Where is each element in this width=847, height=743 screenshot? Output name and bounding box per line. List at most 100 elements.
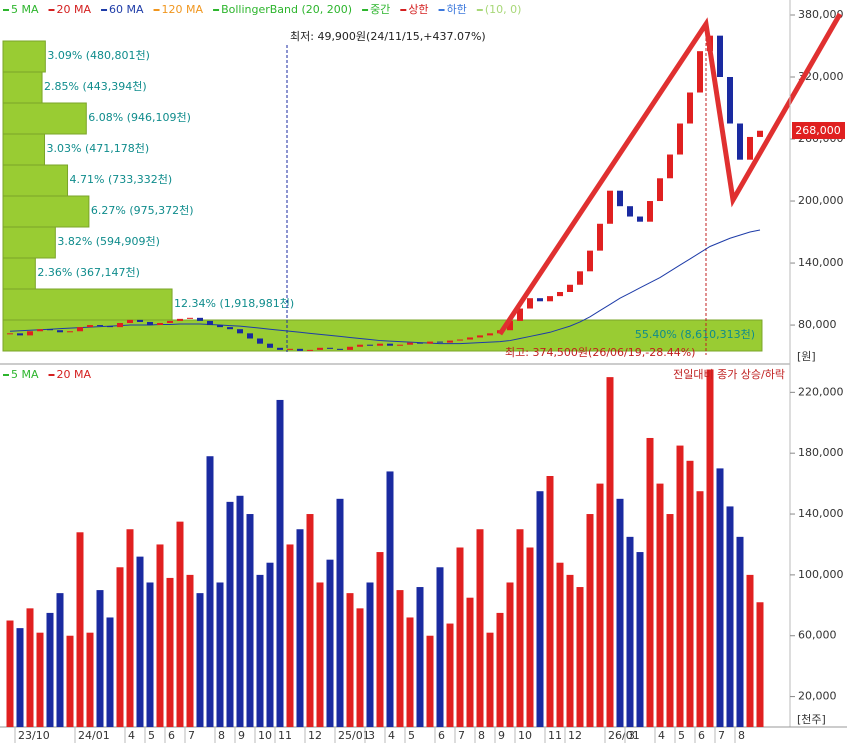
candle	[347, 346, 353, 350]
profile-label: 4.71% (733,332천)	[70, 172, 173, 186]
x-tick-label: 23/10	[18, 729, 50, 742]
candle	[17, 333, 23, 336]
profile-label: 2.36% (367,147천)	[37, 265, 140, 279]
volume-bar	[206, 456, 214, 727]
y-tick-label: 80,000	[798, 318, 837, 331]
candle	[367, 344, 373, 346]
candle	[407, 342, 413, 345]
candle	[167, 320, 173, 323]
legend-label: BollingerBand (20, 200)	[221, 3, 352, 16]
candle	[577, 271, 583, 285]
volume-bar	[486, 632, 494, 727]
volume-bar	[706, 369, 714, 727]
candle	[317, 347, 323, 350]
x-tick-label: 4	[388, 729, 395, 742]
y-tick-label: 320,000	[798, 70, 844, 83]
volume-bar	[546, 476, 554, 727]
volume-bar	[466, 597, 474, 727]
x-tick-label: 7	[188, 729, 195, 742]
x-tick-label: 25/01	[338, 729, 370, 742]
x-tick-label: 9	[238, 729, 245, 742]
y-tick-label: 140,000	[798, 256, 844, 269]
volume-bar	[756, 602, 764, 727]
price-unit: [원]	[797, 350, 816, 363]
candle	[567, 284, 573, 292]
candle	[237, 329, 243, 334]
volume-bar	[276, 399, 284, 727]
candle	[307, 349, 313, 351]
volume-bar	[666, 514, 674, 727]
candle	[327, 347, 333, 349]
x-tick-label: 7	[718, 729, 725, 742]
x-tick-label: 24/01	[78, 729, 110, 742]
candle	[297, 348, 303, 351]
legend-label: 중간	[370, 3, 390, 16]
volume-bar	[646, 437, 654, 727]
volume-bar	[166, 577, 174, 727]
volume-bar	[376, 552, 384, 727]
volume-bar	[616, 498, 624, 727]
volume-bar	[346, 593, 354, 727]
x-tick-label: 8	[738, 729, 745, 742]
x-tick-label: 12	[308, 729, 322, 742]
volume-unit: [천주]	[797, 712, 826, 726]
candle	[697, 51, 703, 93]
candle	[727, 77, 733, 124]
volume-bar	[96, 590, 104, 727]
volume-bar	[236, 495, 244, 727]
candle	[627, 206, 633, 217]
candle	[217, 325, 223, 328]
x-tick-label: 6	[698, 729, 705, 742]
volume-bar	[106, 617, 114, 727]
candle	[687, 92, 693, 124]
x-tick-label: 5	[148, 729, 155, 742]
legend-label: 하한	[447, 2, 467, 16]
volume-bar	[36, 632, 44, 727]
candle	[287, 348, 293, 350]
volume-bar	[536, 491, 544, 727]
volume-bar	[286, 544, 294, 727]
candle	[537, 298, 543, 302]
volume-bar	[456, 547, 464, 727]
candle	[617, 190, 623, 207]
candle	[227, 327, 233, 330]
volume-bar	[56, 593, 64, 727]
profile-bar	[2, 195, 90, 228]
volume-bar	[26, 608, 34, 727]
candle	[67, 331, 73, 333]
candle	[487, 333, 493, 336]
volume-bar	[416, 587, 424, 727]
volume-bar	[496, 612, 504, 727]
profile-label: 55.40% (8,610,313천)	[635, 327, 755, 341]
last-price: 268,000	[795, 124, 841, 137]
x-tick-label: 6	[438, 729, 445, 742]
legend-label: (10, 0)	[485, 3, 522, 16]
x-tick-label: 26/01	[608, 729, 640, 742]
y-tick-label: 380,000	[798, 8, 844, 21]
x-tick-label: 4	[128, 729, 135, 742]
x-tick-label: 6	[168, 729, 175, 742]
volume-bar	[626, 536, 634, 727]
ma-line	[9, 229, 761, 345]
volume-bar	[396, 590, 404, 727]
legend-label: 5 MA	[11, 3, 39, 16]
candle	[467, 337, 473, 340]
volume-bar	[266, 562, 274, 727]
candle	[87, 325, 93, 328]
candle	[557, 291, 563, 297]
candle	[527, 298, 533, 309]
candle	[427, 341, 433, 344]
volume-bar	[256, 574, 264, 727]
volume-panel: 20,000 60,000 100,000 140,000 180,000 220,000…	[6, 369, 844, 743]
volume-bar	[696, 491, 704, 727]
x-tick-label: 5	[408, 729, 415, 742]
candle	[447, 340, 453, 343]
x-tick-label: 8	[218, 729, 225, 742]
candle	[57, 330, 63, 333]
candle	[757, 130, 763, 137]
candle	[397, 344, 403, 346]
profile-bar	[2, 40, 46, 73]
candle	[97, 325, 103, 327]
candle	[597, 223, 603, 251]
low-note: 최저: 49,900원(24/11/15,+437.07%)	[290, 30, 486, 43]
